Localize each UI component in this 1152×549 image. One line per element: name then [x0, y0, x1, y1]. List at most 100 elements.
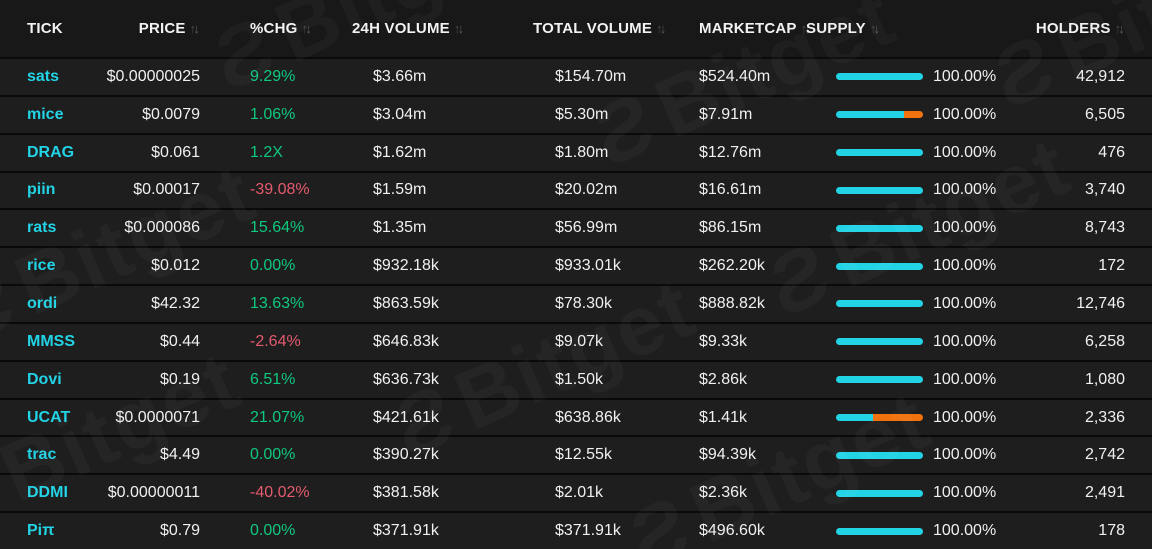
supply-progress-bar [836, 262, 923, 270]
volume-24h-value: $1.62m [373, 143, 427, 161]
price-value: $0.00017 [133, 181, 200, 199]
supply-progress-bar [836, 376, 923, 384]
supply-progress-bar [836, 73, 923, 81]
price-value: $0.44 [159, 332, 200, 350]
supply-cell: 100.00% [806, 371, 1006, 389]
column-label: 24H VOLUME [352, 20, 450, 37]
supply-percent: 100.00% [933, 143, 997, 161]
volume-24h-value: $646.83k [373, 332, 439, 350]
marketcap-value: $94.39k [699, 446, 756, 464]
supply-bar-fill [836, 224, 923, 232]
total-volume-value: $154.70m [555, 67, 627, 85]
volume-24h-value: $1.59m [373, 181, 427, 199]
tick-link[interactable]: DDMI [27, 484, 68, 502]
supply-progress-bar [836, 224, 923, 232]
marketcap-value: $86.15m [699, 219, 762, 237]
table-row[interactable]: MMSS $0.44 -2.64% $646.83k $9.07k $9.33k… [0, 321, 1152, 360]
sort-icon[interactable]: ↑ ↓ [869, 21, 881, 36]
supply-percent: 100.00% [933, 181, 997, 199]
supply-percent: 100.00% [933, 294, 997, 312]
table-row[interactable]: rats $0.000086 15.64% $1.35m $56.99m $86… [0, 208, 1152, 247]
tick-link[interactable]: rice [27, 257, 56, 275]
tick-link[interactable]: Dovi [27, 370, 62, 388]
supply-bar-fill [836, 338, 923, 346]
column-label: HOLDERS [1035, 20, 1111, 37]
column-header-marketcap[interactable]: MARKETCAP ↑ ↓ [699, 20, 811, 37]
tick-link[interactable]: trac [27, 446, 57, 464]
column-header-holders[interactable]: HOLDERS ↑ ↓ [1006, 20, 1152, 37]
supply-cell: 100.00% [806, 68, 1006, 86]
supply-cell: 100.00% [806, 333, 1006, 351]
price-value: $0.0079 [142, 105, 200, 123]
column-header-tick: TICK [0, 20, 100, 37]
percent-change: -2.64% [250, 332, 301, 350]
total-volume-value: $12.55k [555, 446, 612, 464]
tick-link[interactable]: rats [27, 219, 57, 237]
supply-percent: 100.00% [933, 446, 997, 464]
holders-count: 6,505 [1084, 105, 1125, 123]
table-row[interactable]: trac $4.49 0.00% $390.27k $12.55k $94.39… [0, 435, 1152, 474]
sort-icon[interactable]: ↑ ↓ [189, 21, 200, 36]
holders-count: 2,742 [1084, 446, 1125, 464]
column-label: MARKETCAP [699, 20, 797, 37]
marketcap-value: $496.60k [699, 522, 765, 540]
price-value: $0.00000011 [107, 484, 200, 502]
marketcap-value: $9.33k [699, 332, 748, 350]
price-value: $0.061 [151, 143, 200, 161]
supply-cell: 100.00% [806, 106, 1006, 124]
sort-icon[interactable]: ↑ ↓ [1114, 21, 1125, 36]
supply-progress-bar [836, 111, 923, 119]
table-row[interactable]: Dovi $0.19 6.51% $636.73k $1.50k $2.86k … [0, 359, 1152, 398]
tick-link[interactable]: MMSS [27, 332, 75, 350]
table-row[interactable]: UCAT $0.0000071 21.07% $421.61k $638.86k… [0, 397, 1152, 436]
supply-cell: 100.00% [806, 409, 1006, 427]
percent-change: 13.63% [250, 294, 305, 312]
supply-progress-bar [836, 300, 923, 308]
table-row[interactable]: sats $0.00000025 9.29% $3.66m $154.70m $… [0, 57, 1152, 95]
table-row[interactable]: Piπ $0.79 0.00% $371.91k $371.91k $496.6… [0, 511, 1152, 549]
marketcap-value: $16.61m [699, 181, 762, 199]
table-row[interactable]: mice $0.0079 1.06% $3.04m $5.30m $7.91m … [0, 94, 1152, 133]
sort-icon[interactable]: ↑ ↓ [301, 21, 312, 36]
table-row[interactable]: piin $0.00017 -39.08% $1.59m $20.02m $16… [0, 170, 1152, 209]
supply-bar-fill [836, 451, 923, 459]
supply-bar-fill [836, 414, 874, 422]
tick-link[interactable]: sats [27, 67, 60, 85]
holders-count: 172 [1098, 257, 1125, 275]
tick-link[interactable]: DRAG [27, 143, 75, 161]
total-volume-value: $9.07k [555, 332, 604, 350]
column-header-total-volume[interactable]: TOTAL VOLUME ↑ ↓ [533, 20, 699, 37]
holders-count: 1,080 [1084, 370, 1125, 388]
volume-24h-value: $932.18k [373, 257, 439, 275]
supply-cell: 100.00% [806, 219, 1006, 237]
tick-link[interactable]: Piπ [27, 522, 55, 540]
sort-icon[interactable]: ↑ ↓ [453, 21, 465, 36]
table-row[interactable]: rice $0.012 0.00% $932.18k $933.01k $262… [0, 246, 1152, 285]
column-header-supply[interactable]: SUPPLY ↑ ↓ [806, 20, 1006, 37]
column-label: PRICE [138, 20, 186, 37]
tick-link[interactable]: UCAT [27, 408, 71, 426]
supply-bar-fill [836, 111, 904, 119]
tick-link[interactable]: mice [27, 105, 64, 123]
column-header-chg[interactable]: %CHG ↑ ↓ [200, 20, 352, 37]
supply-cell: 100.00% [806, 181, 1006, 199]
supply-percent: 100.00% [933, 522, 997, 540]
column-header-price[interactable]: PRICE ↑ ↓ [100, 20, 200, 37]
tick-link[interactable]: ordi [27, 294, 58, 312]
supply-progress-bar [836, 414, 923, 422]
percent-change: 0.00% [250, 257, 296, 275]
tick-link[interactable]: piin [27, 181, 56, 199]
percent-change: 1.06% [250, 105, 296, 123]
sort-icon[interactable]: ↑ ↓ [656, 21, 667, 36]
column-header-24h-volume[interactable]: 24H VOLUME ↑ ↓ [352, 20, 533, 37]
percent-change: 21.07% [250, 408, 305, 426]
sort-icon[interactable]: ↑ ↓ [800, 21, 812, 36]
table-row[interactable]: DRAG $0.061 1.2X $1.62m $1.80m $12.76m 1… [0, 132, 1152, 171]
price-value: $0.19 [159, 370, 200, 388]
holders-count: 3,740 [1084, 181, 1125, 199]
table-row[interactable]: DDMI $0.00000011 -40.02% $381.58k $2.01k… [0, 473, 1152, 512]
holders-count: 42,912 [1076, 67, 1125, 85]
table-row[interactable]: ordi $42.32 13.63% $863.59k $78.30k $888… [0, 284, 1152, 322]
